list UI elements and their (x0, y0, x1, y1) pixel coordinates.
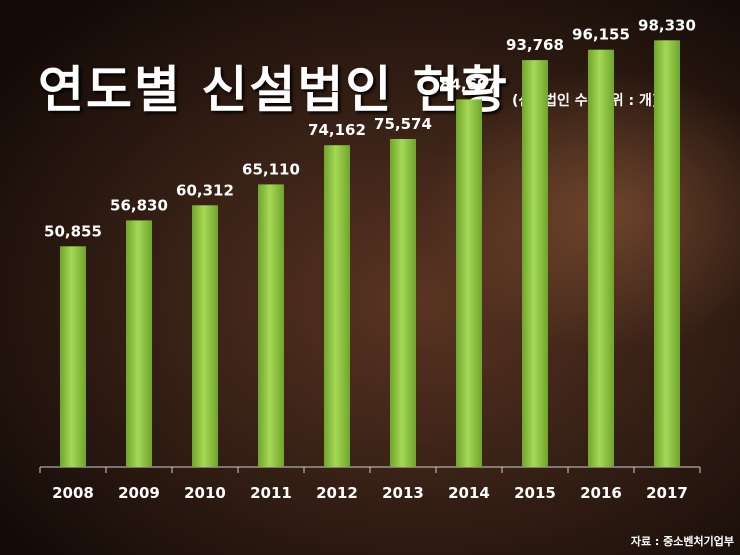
page-subtitle: (신설법인 수, 단위 : 개) (512, 93, 659, 109)
bar-2013 (390, 139, 416, 467)
x-tick-label-2008: 2008 (52, 484, 94, 502)
bar-2009 (126, 220, 152, 467)
x-tick-label-2015: 2015 (514, 484, 556, 502)
bar-2012 (324, 145, 350, 467)
x-tick-label-2012: 2012 (316, 484, 358, 502)
data-label-2011: 65,110 (242, 160, 300, 178)
x-tick-label-2013: 2013 (382, 484, 424, 502)
x-tick-label-2016: 2016 (580, 484, 622, 502)
bar-2017 (654, 40, 680, 468)
x-tick-label-2014: 2014 (448, 484, 490, 502)
data-label-2013: 75,574 (374, 115, 432, 133)
x-tick-label-2017: 2017 (646, 484, 688, 502)
data-label-2008: 50,855 (44, 222, 102, 240)
bar-2016 (588, 49, 614, 467)
data-label-2016: 96,155 (572, 26, 630, 44)
data-label-2012: 74,162 (308, 121, 366, 139)
x-tick-label-2009: 2009 (118, 484, 160, 502)
source-note: 자료 : 중소벤처기업부 (630, 535, 734, 548)
bar-2014 (456, 99, 482, 468)
bar-2010 (192, 205, 218, 468)
data-label-2015: 93,768 (506, 36, 564, 54)
data-label-2010: 60,312 (176, 181, 234, 199)
bar-2008 (60, 246, 86, 467)
data-label-2009: 56,830 (110, 196, 168, 214)
data-label-2014: 84,697 (440, 75, 498, 93)
page-title: 연도별 신설법인 현황 (38, 61, 509, 119)
x-tick-label-2011: 2011 (250, 484, 292, 502)
bar-2011 (258, 184, 284, 467)
x-tick-label-2010: 2010 (184, 484, 226, 502)
data-label-2017: 98,330 (638, 16, 696, 34)
bar-2015 (522, 60, 548, 467)
